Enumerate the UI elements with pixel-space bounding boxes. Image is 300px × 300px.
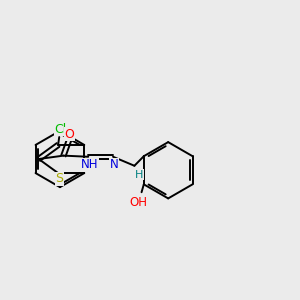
Text: H: H [135, 170, 143, 180]
Text: OH: OH [129, 196, 147, 209]
Text: NH: NH [81, 158, 98, 171]
Text: Cl: Cl [54, 123, 67, 136]
Text: O: O [64, 128, 74, 141]
Text: S: S [55, 172, 63, 185]
Text: N: N [110, 158, 118, 171]
